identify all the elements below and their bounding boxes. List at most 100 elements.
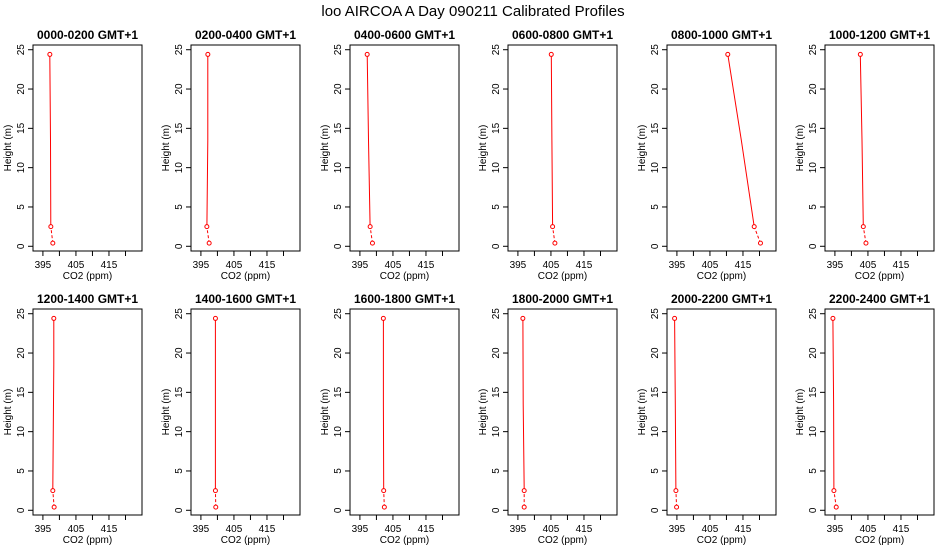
x-tick-label: 405: [860, 260, 877, 271]
data-point: [50, 240, 56, 246]
data-point: [674, 504, 680, 510]
figure-title: loo AIRCOA A Day 090211 Calibrated Profi…: [321, 3, 624, 20]
profile-line-lower: [833, 490, 837, 508]
y-axis-label: Height (m): [637, 389, 648, 436]
y-tick-label: 20: [650, 83, 661, 95]
y-tick-label: 5: [333, 468, 344, 474]
y-tick-label: 25: [174, 44, 185, 56]
y-tick-label: 15: [491, 122, 502, 134]
data-point: [367, 224, 373, 230]
y-axis-label: Height (m): [795, 125, 806, 172]
x-tick-label: 395: [35, 260, 52, 271]
y-tick-label: 10: [808, 162, 819, 174]
x-tick-label: 405: [543, 524, 560, 535]
data-point: [206, 240, 212, 246]
y-tick-label: 0: [174, 507, 185, 513]
data-point: [830, 315, 836, 321]
data-point: [521, 504, 527, 510]
y-tick-label: 10: [491, 162, 502, 174]
panel-title: 0800-1000 GMT+1: [671, 28, 772, 42]
y-tick-label: 0: [491, 507, 502, 513]
y-tick-label: 5: [16, 468, 27, 474]
x-tick-label: 405: [68, 260, 85, 271]
x-tick-label: 395: [193, 260, 210, 271]
y-tick-label: 25: [16, 44, 27, 56]
x-tick-label: 405: [68, 524, 85, 535]
x-tick-label: 395: [193, 524, 210, 535]
y-tick-label: 10: [650, 162, 661, 174]
y-tick-label: 15: [16, 122, 27, 134]
profile-line: [727, 54, 755, 227]
y-tick-label: 25: [491, 308, 502, 320]
y-tick-label: 5: [650, 468, 661, 474]
y-tick-label: 0: [491, 243, 502, 249]
x-tick-label: 405: [385, 260, 402, 271]
y-tick-label: 15: [174, 386, 185, 398]
data-point: [520, 315, 526, 321]
y-axis-label: Height (m): [795, 389, 806, 436]
y-tick-label: 0: [650, 507, 661, 513]
x-axis-label: CO2 (ppm): [221, 535, 270, 546]
profile-line-lower: [552, 226, 556, 244]
profile-line: [206, 54, 209, 227]
x-tick-label: 395: [352, 260, 369, 271]
x-tick-label: 415: [418, 524, 435, 535]
y-tick-label: 10: [650, 426, 661, 438]
panel-title: 2200-2400 GMT+1: [829, 292, 930, 306]
x-tick-label: 405: [702, 260, 719, 271]
x-tick-label: 405: [543, 260, 560, 271]
y-tick-label: 5: [808, 204, 819, 210]
plot-frame: [666, 44, 777, 252]
x-axis-label: CO2 (ppm): [380, 535, 429, 546]
x-tick-label: 415: [101, 524, 118, 535]
y-tick-label: 15: [808, 386, 819, 398]
y-tick-label: 25: [808, 44, 819, 56]
y-axis-label: Height (m): [161, 389, 172, 436]
y-tick-label: 10: [333, 162, 344, 174]
y-tick-label: 25: [174, 308, 185, 320]
plot-frame: [507, 44, 618, 252]
y-tick-label: 25: [333, 308, 344, 320]
data-point: [48, 224, 54, 230]
x-tick-label: 395: [35, 524, 52, 535]
x-tick-label: 415: [735, 260, 752, 271]
y-tick-label: 5: [491, 204, 502, 210]
x-axis-label: CO2 (ppm): [855, 271, 904, 282]
y-tick-label: 20: [16, 347, 27, 359]
data-point: [51, 504, 57, 510]
y-tick-label: 10: [16, 426, 27, 438]
plot-frame: [190, 44, 301, 252]
y-tick-label: 20: [650, 347, 661, 359]
data-point: [213, 504, 219, 510]
x-tick-label: 415: [735, 524, 752, 535]
data-point: [833, 504, 839, 510]
panel-title: 1400-1600 GMT+1: [195, 292, 296, 306]
profile-line: [52, 318, 55, 491]
y-tick-label: 0: [333, 243, 344, 249]
data-point: [51, 315, 57, 321]
x-tick-label: 395: [510, 524, 527, 535]
y-tick-label: 15: [16, 386, 27, 398]
y-tick-label: 0: [333, 507, 344, 513]
x-tick-label: 395: [827, 260, 844, 271]
y-tick-label: 5: [333, 204, 344, 210]
x-tick-label: 415: [259, 524, 276, 535]
y-axis-label: Height (m): [478, 125, 489, 172]
y-tick-label: 25: [16, 308, 27, 320]
x-tick-label: 405: [385, 524, 402, 535]
y-tick-label: 20: [174, 347, 185, 359]
y-tick-label: 25: [650, 308, 661, 320]
data-point: [751, 224, 757, 230]
plot-frame: [190, 308, 301, 516]
y-tick-label: 20: [808, 347, 819, 359]
y-axis-label: Height (m): [3, 125, 14, 172]
x-tick-label: 415: [893, 260, 910, 271]
